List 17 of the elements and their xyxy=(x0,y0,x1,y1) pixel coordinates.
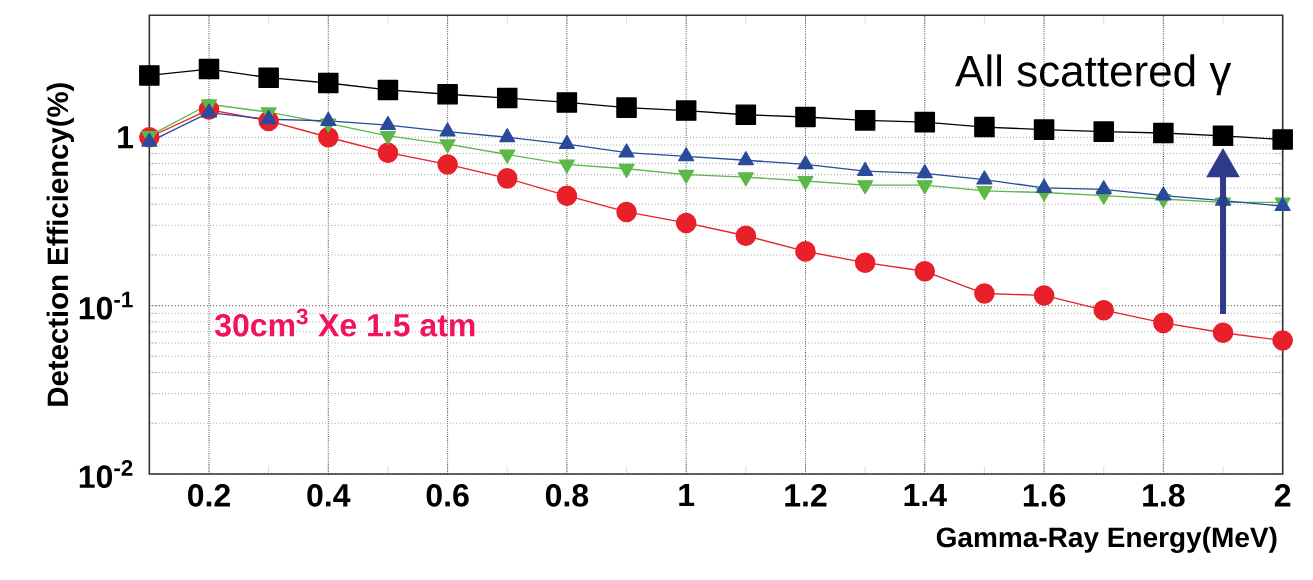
x-tick-label: 2 xyxy=(1274,484,1291,507)
x-axis-title: Gamma-Ray Energy(MeV) xyxy=(936,526,1277,553)
x-tick-label: 0.8 xyxy=(545,484,589,507)
annotation: All scattered γ xyxy=(955,54,1232,96)
x-tick-label: 1.8 xyxy=(1143,484,1185,507)
x-tick-label: 1.2 xyxy=(785,484,827,507)
y-axis-title: Detection Efficiency(%) xyxy=(46,83,74,406)
y-tick-label: 10$^{-2}$ xyxy=(79,459,133,488)
y-tick-label: 1 xyxy=(118,126,134,149)
x-tick-label: 0.6 xyxy=(426,484,469,507)
annotation: 30cm$^{3}$ Xe 1.5 atm xyxy=(214,308,475,337)
x-tick-label: 1.4 xyxy=(904,484,947,507)
x-tick-label: 0.2 xyxy=(188,484,230,507)
y-tick-label: 10$^{-1}$ xyxy=(79,291,133,320)
x-tick-label: 0.4 xyxy=(307,484,351,507)
x-tick-label: 1 xyxy=(679,484,695,507)
x-tick-label: 1.6 xyxy=(1023,484,1066,507)
